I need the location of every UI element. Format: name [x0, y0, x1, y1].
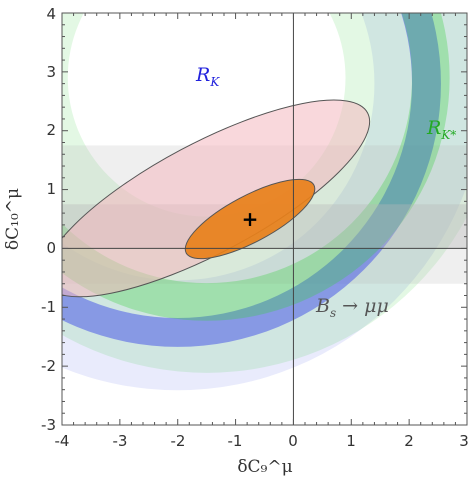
- axis-ticks: [61, 12, 468, 426]
- reference-lines: [62, 13, 467, 425]
- rk-2sigma-band: [62, 13, 467, 391]
- x-tick-label: -3: [113, 432, 128, 450]
- y-tick-label: -3: [41, 416, 56, 434]
- rk-1sigma-band: [62, 13, 441, 348]
- y-tick-label: 4: [46, 5, 56, 23]
- x-tick-label: 0: [288, 432, 298, 450]
- rk-label: RK: [195, 64, 220, 89]
- y-tick-label: 0: [46, 239, 56, 257]
- y-tick-label: -1: [41, 298, 56, 316]
- combined-1sigma-region: [184, 178, 316, 260]
- plot-frame: [61, 12, 468, 426]
- rkstar-label: RK*: [426, 117, 456, 142]
- rkstar-2sigma-band: [62, 13, 467, 373]
- constraint-regions: [62, 13, 467, 391]
- y-axis-title: δC₁₀^μ: [3, 188, 23, 250]
- y-tick-label: 1: [46, 180, 56, 198]
- best-fit-marker: +: [242, 207, 259, 231]
- y-tick-label: 3: [46, 63, 56, 81]
- y-tick-label: -2: [41, 357, 56, 375]
- x-tick-label: -1: [228, 432, 243, 450]
- x-tick-label: 3: [459, 432, 469, 450]
- x-tick-labels: -4 -3 -2 -1 0 1 2 3: [55, 432, 469, 450]
- x-tick-label: -2: [171, 432, 186, 450]
- bs-mumu-label: Bs → μμ: [315, 295, 389, 320]
- y-tick-label: 2: [46, 121, 56, 139]
- x-tick-label: 2: [404, 432, 414, 450]
- x-tick-label: 1: [346, 432, 356, 450]
- x-axis-title: δC₉^μ: [237, 457, 292, 477]
- y-tick-labels: -3 -2 -1 0 1 2 3 4: [41, 5, 56, 434]
- rkstar-1sigma-band: [62, 13, 450, 321]
- x-tick-label: -4: [55, 432, 70, 450]
